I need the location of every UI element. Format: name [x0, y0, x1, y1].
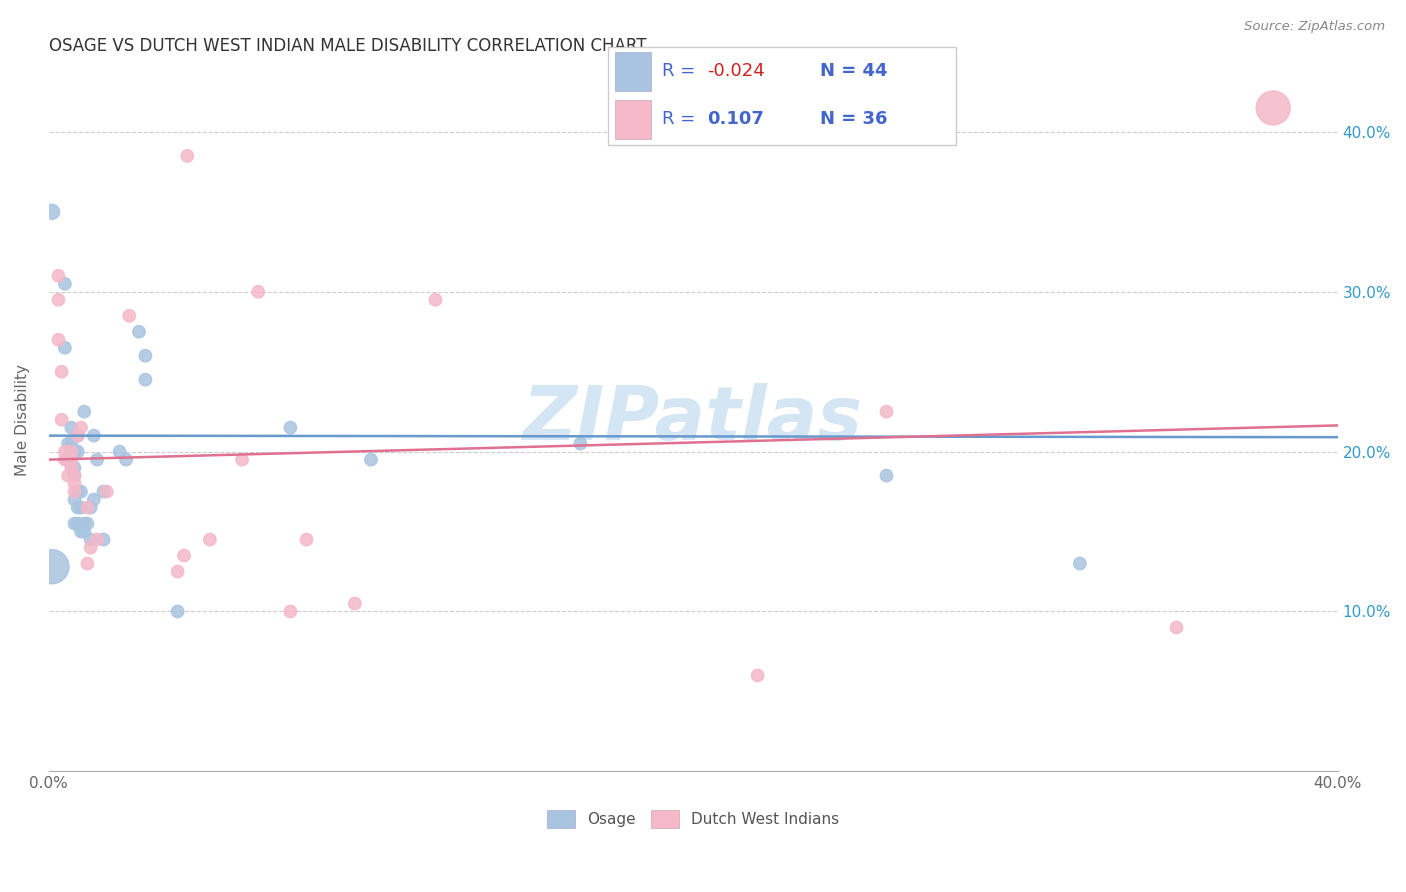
Text: 0.107: 0.107 — [707, 111, 763, 128]
Point — [60, 452, 83, 467]
Point — [166, 605, 188, 619]
Point — [83, 492, 105, 507]
Bar — [616, 52, 651, 91]
Point — [93, 484, 115, 499]
Point — [70, 420, 93, 434]
Text: N = 36: N = 36 — [820, 111, 887, 128]
Point — [134, 373, 156, 387]
Point — [876, 405, 898, 419]
Point — [425, 293, 447, 307]
Point — [66, 516, 89, 531]
Point — [66, 484, 89, 499]
Point — [79, 541, 101, 555]
Point — [53, 277, 76, 291]
Point — [63, 460, 86, 475]
Text: Source: ZipAtlas.com: Source: ZipAtlas.com — [1244, 20, 1385, 33]
Text: R =: R = — [662, 111, 702, 128]
FancyBboxPatch shape — [609, 46, 956, 145]
Point — [1263, 101, 1285, 115]
Point — [295, 533, 318, 547]
Point — [63, 468, 86, 483]
Point — [51, 365, 73, 379]
Point — [63, 468, 86, 483]
Point — [53, 452, 76, 467]
Point — [63, 484, 86, 499]
Point — [60, 452, 83, 467]
Point — [66, 444, 89, 458]
Text: R =: R = — [662, 62, 702, 80]
Point — [56, 468, 79, 483]
Point — [115, 452, 138, 467]
Point — [70, 500, 93, 515]
Point — [79, 500, 101, 515]
Text: -0.024: -0.024 — [707, 62, 765, 80]
Point — [63, 476, 86, 491]
Point — [76, 516, 98, 531]
Point — [48, 333, 70, 347]
Point — [51, 412, 73, 426]
Point — [70, 524, 93, 539]
Point — [48, 293, 70, 307]
Text: ZIPatlas: ZIPatlas — [523, 384, 863, 456]
Point — [134, 349, 156, 363]
Point — [56, 436, 79, 450]
Point — [66, 428, 89, 442]
Point — [166, 565, 188, 579]
Point — [76, 557, 98, 571]
Point — [70, 484, 93, 499]
Point — [280, 420, 302, 434]
Point — [73, 405, 96, 419]
Point — [747, 668, 769, 682]
Point — [73, 524, 96, 539]
Point — [53, 444, 76, 458]
Point — [176, 149, 198, 163]
Point — [86, 452, 108, 467]
Point — [66, 428, 89, 442]
Point — [360, 452, 382, 467]
Point — [96, 484, 118, 499]
Point — [1166, 620, 1188, 634]
Point — [73, 516, 96, 531]
Point — [41, 559, 63, 574]
Point — [231, 452, 253, 467]
Point — [66, 500, 89, 515]
Point — [198, 533, 221, 547]
Point — [118, 309, 141, 323]
Point — [76, 500, 98, 515]
Point — [63, 516, 86, 531]
Legend: Osage, Dutch West Indians: Osage, Dutch West Indians — [541, 805, 845, 834]
Point — [83, 428, 105, 442]
Point — [128, 325, 150, 339]
Point — [60, 436, 83, 450]
Point — [79, 533, 101, 547]
Point — [53, 341, 76, 355]
Point — [93, 533, 115, 547]
Point — [60, 444, 83, 458]
Point — [876, 468, 898, 483]
Point — [86, 533, 108, 547]
Point — [569, 436, 592, 450]
Point — [63, 492, 86, 507]
Text: N = 44: N = 44 — [820, 62, 887, 80]
Point — [343, 597, 366, 611]
Point — [48, 268, 70, 283]
Point — [41, 204, 63, 219]
Point — [60, 420, 83, 434]
Point — [56, 452, 79, 467]
Point — [1069, 557, 1091, 571]
Point — [60, 460, 83, 475]
Point — [63, 444, 86, 458]
Point — [108, 444, 131, 458]
Point — [247, 285, 270, 299]
Point — [173, 549, 195, 563]
Point — [280, 605, 302, 619]
Text: OSAGE VS DUTCH WEST INDIAN MALE DISABILITY CORRELATION CHART: OSAGE VS DUTCH WEST INDIAN MALE DISABILI… — [49, 37, 647, 55]
Bar — [616, 100, 651, 139]
Y-axis label: Male Disability: Male Disability — [15, 364, 30, 475]
